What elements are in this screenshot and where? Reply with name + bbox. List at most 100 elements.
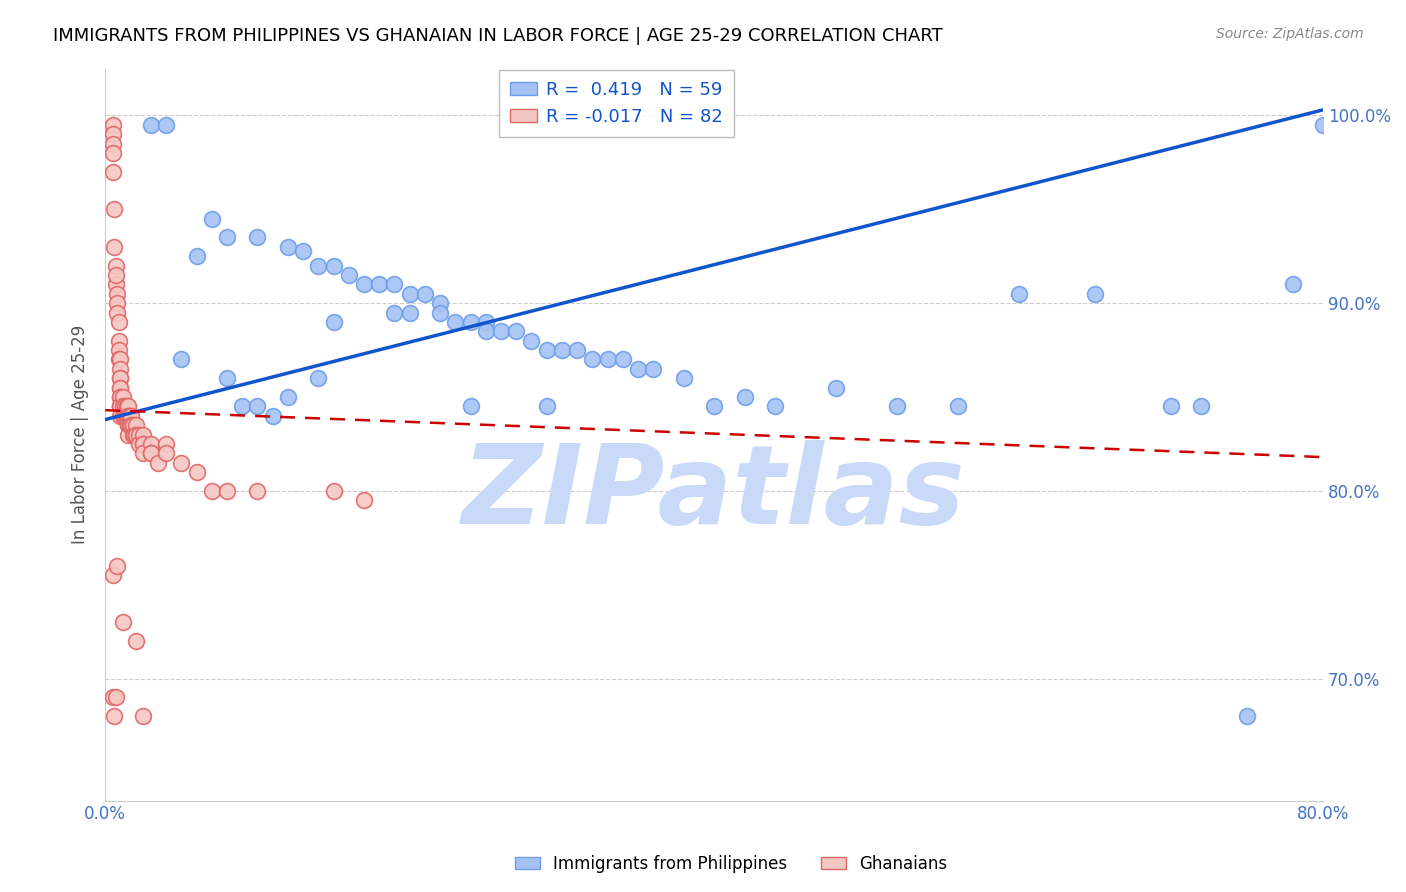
Point [121, 427, 143, 442]
Point [384, 305, 406, 319]
Point [489, 324, 512, 338]
Point [115, 409, 138, 423]
Point [322, 483, 344, 498]
Point [108, 343, 131, 357]
Point [110, 362, 132, 376]
Point [398, 305, 420, 319]
Point [101, 690, 124, 705]
Point [132, 709, 155, 723]
Point [110, 409, 132, 423]
Point [155, 437, 177, 451]
Point [122, 427, 145, 442]
Point [429, 305, 451, 319]
Point [110, 381, 132, 395]
Point [460, 315, 482, 329]
Point [1236, 709, 1258, 723]
Point [104, 277, 127, 292]
Point [110, 390, 132, 404]
Point [384, 277, 406, 292]
Point [117, 409, 139, 423]
Point [520, 334, 543, 348]
Point [215, 371, 238, 385]
Point [672, 371, 695, 385]
Point [110, 371, 132, 385]
Point [1084, 286, 1107, 301]
Point [246, 400, 269, 414]
Point [444, 315, 467, 329]
Point [551, 343, 574, 357]
Point [886, 400, 908, 414]
Point [246, 230, 269, 244]
Point [114, 409, 136, 423]
Point [104, 690, 127, 705]
Point [398, 286, 420, 301]
Point [105, 558, 128, 573]
Point [132, 427, 155, 442]
Point [124, 418, 146, 433]
Point [170, 352, 193, 367]
Point [110, 390, 132, 404]
Text: ZIPatlas: ZIPatlas [463, 440, 966, 547]
Point [117, 427, 139, 442]
Point [110, 400, 132, 414]
Point [124, 427, 146, 442]
Point [536, 343, 558, 357]
Point [277, 390, 299, 404]
Point [353, 277, 375, 292]
Point [825, 381, 848, 395]
Point [581, 352, 603, 367]
Point [101, 568, 124, 582]
Point [1189, 400, 1212, 414]
Point [505, 324, 527, 338]
Point [946, 400, 969, 414]
Point [413, 286, 436, 301]
Point [120, 418, 142, 433]
Point [148, 456, 170, 470]
Point [132, 446, 155, 460]
Point [112, 409, 135, 423]
Point [114, 400, 136, 414]
Point [108, 315, 131, 329]
Point [536, 400, 558, 414]
Point [1281, 277, 1303, 292]
Point [460, 400, 482, 414]
Point [703, 400, 725, 414]
Point [475, 315, 498, 329]
Point [103, 202, 125, 217]
Point [1160, 400, 1182, 414]
Point [103, 240, 125, 254]
Point [322, 315, 344, 329]
Point [170, 456, 193, 470]
Point [596, 352, 619, 367]
Point [104, 259, 127, 273]
Point [734, 390, 756, 404]
Point [139, 446, 162, 460]
Point [475, 324, 498, 338]
Point [110, 400, 132, 414]
Point [139, 118, 162, 132]
Point [353, 493, 375, 508]
Point [120, 409, 142, 423]
Point [101, 165, 124, 179]
Point [215, 483, 238, 498]
Point [105, 296, 128, 310]
Point [231, 400, 253, 414]
Point [128, 427, 150, 442]
Point [118, 409, 141, 423]
Point [101, 136, 124, 151]
Point [112, 390, 135, 404]
Point [139, 437, 162, 451]
Point [118, 418, 141, 433]
Point [112, 400, 135, 414]
Point [121, 418, 143, 433]
Point [307, 371, 329, 385]
Point [117, 418, 139, 433]
Point [105, 305, 128, 319]
Point [132, 437, 155, 451]
Point [115, 409, 138, 423]
Point [337, 268, 360, 282]
Point [643, 362, 665, 376]
Y-axis label: In Labor Force | Age 25-29: In Labor Force | Age 25-29 [72, 325, 89, 544]
Point [307, 259, 329, 273]
Point [155, 446, 177, 460]
